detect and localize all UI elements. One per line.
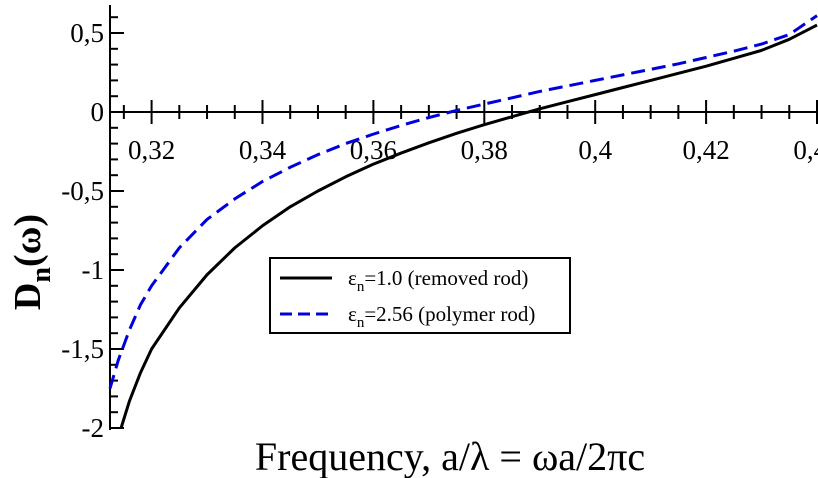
y-tick-label: 0,5 (70, 18, 104, 48)
y-tick-label: -0,5 (61, 176, 104, 206)
series-line-polymer-rod (108, 14, 818, 389)
legend: εn=1.0 (removed rod) εn=2.56 (polymer rod… (269, 257, 571, 334)
y-tick-label: -1 (82, 255, 105, 285)
x-tick-label: 0,42 (682, 135, 729, 165)
axes: 0,50-0,5-1-1,5-20,32 0,34 0,36 0,38 0,4 0,42 0… (61, 5, 818, 443)
series-line-removed-rod (119, 23, 818, 429)
x-tick-label: 0,44 (793, 135, 818, 165)
x-tick-label: 0,34 (239, 135, 287, 165)
y-tick-label: 0 (91, 97, 105, 127)
legend-label-removed-rod: εn=1.0 (removed rod) (348, 266, 528, 295)
legend-label-polymer-rod: εn=2.56 (polymer rod) (348, 302, 535, 331)
y-tick-label: -1,5 (61, 334, 104, 364)
x-tick-label: 0,32 (128, 135, 175, 165)
x-tick-label: 0,38 (461, 135, 508, 165)
axis-titles: Frequency, a/λ = ωa/2πc Dn(ω) (7, 214, 645, 478)
series-layer (108, 14, 818, 429)
x-tick-label: 0,4 (578, 135, 612, 165)
legend-box (269, 257, 571, 334)
y-tick-label: -2 (82, 413, 105, 443)
y-axis-title: Dn(ω) (7, 214, 57, 310)
x-axis-title: Frequency, a/λ = ωa/2πc (255, 434, 645, 478)
